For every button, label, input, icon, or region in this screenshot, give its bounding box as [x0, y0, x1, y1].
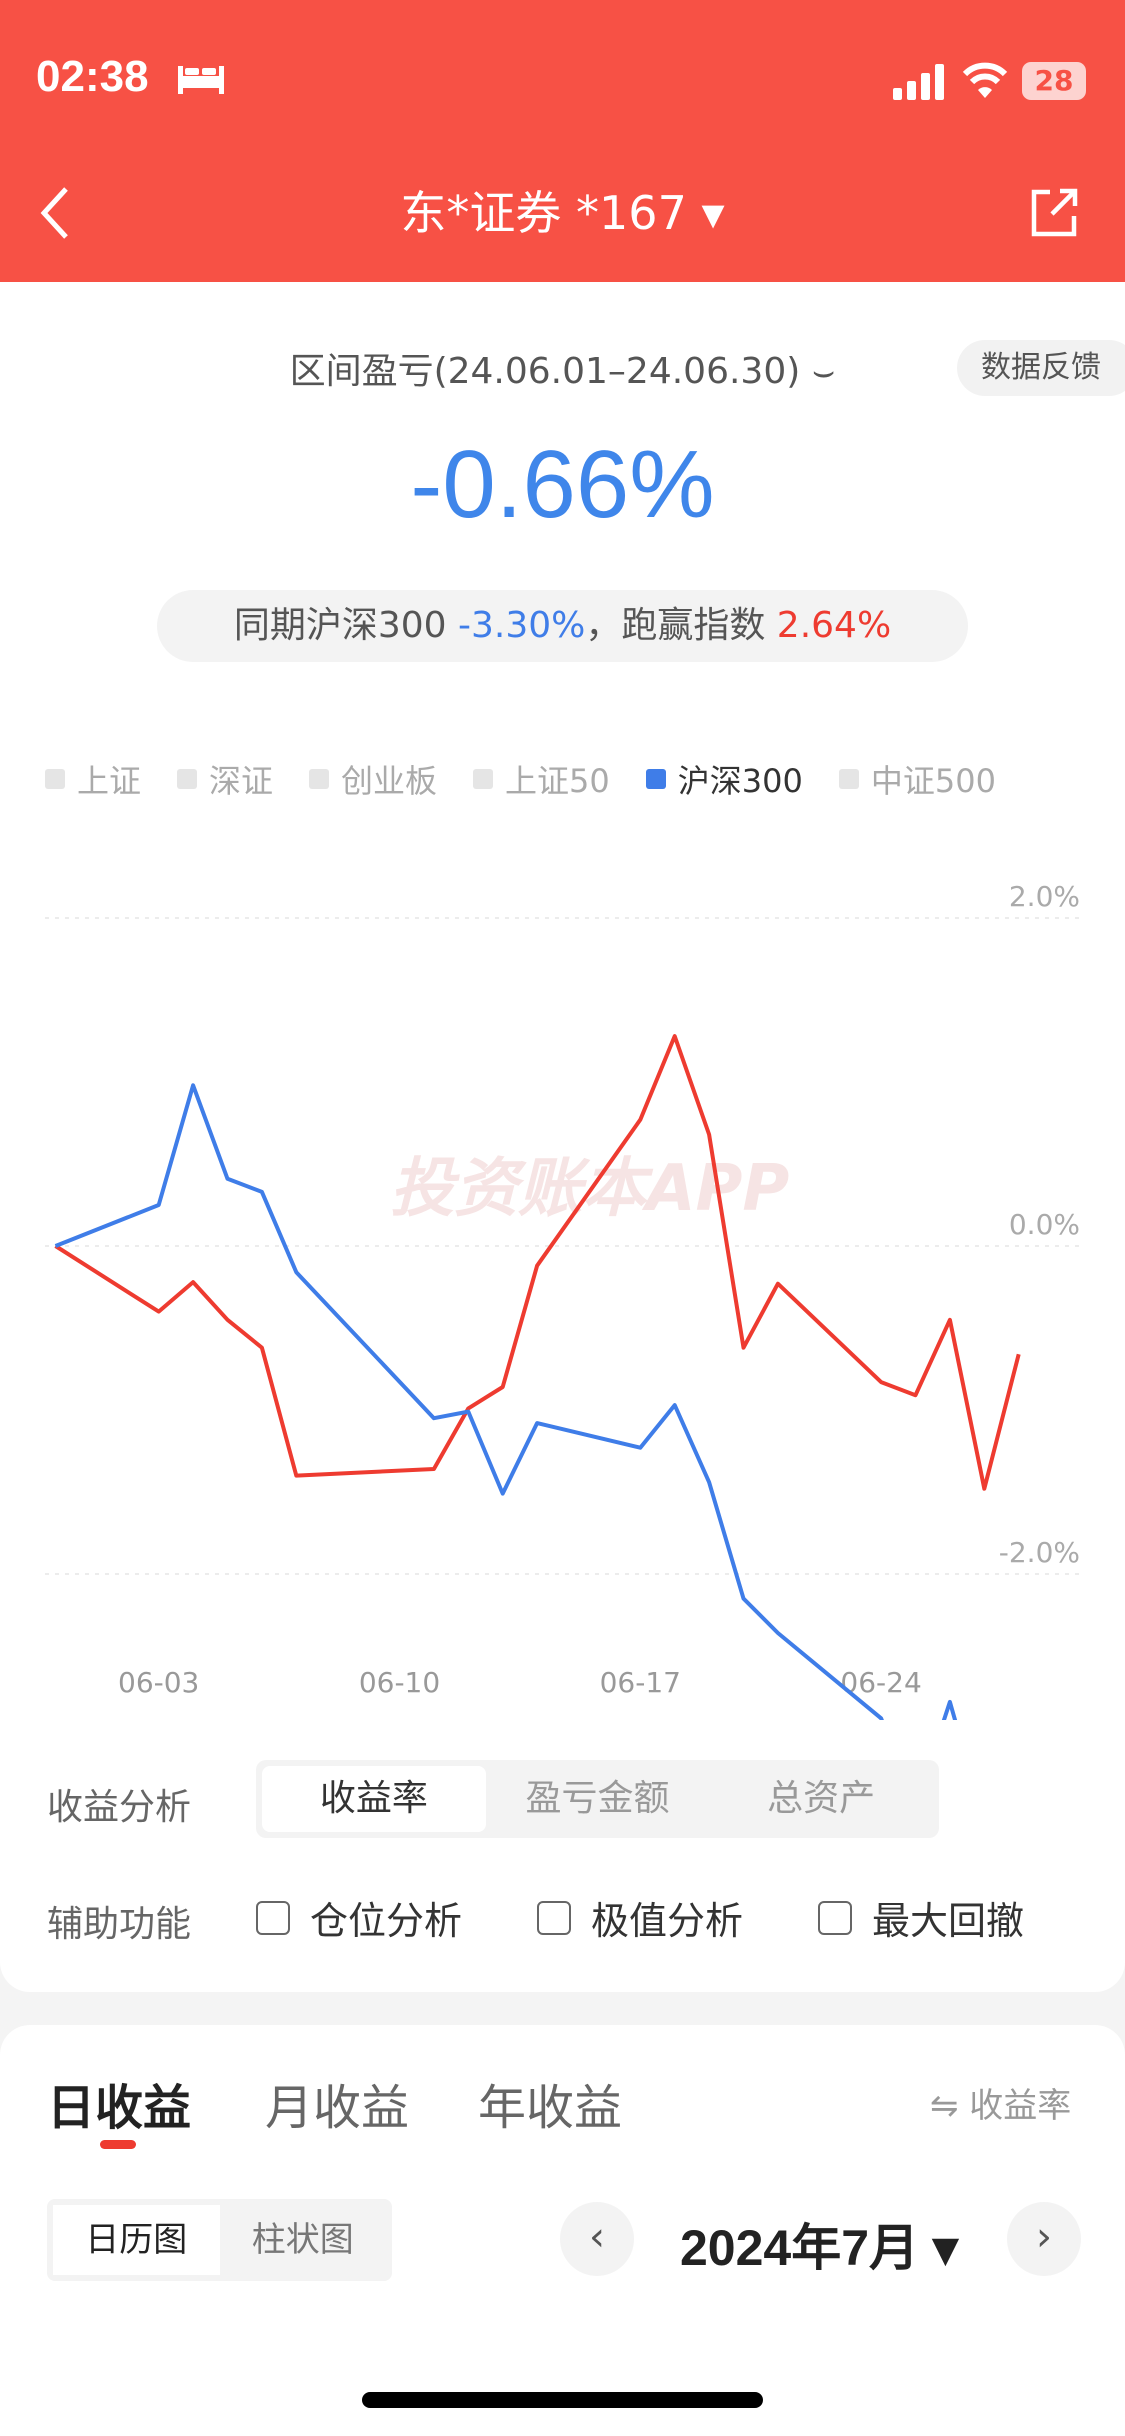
header-bar: 02:38 28 东*证券 *167 ▾	[0, 0, 1125, 282]
legend-swatch	[309, 769, 330, 789]
account-selector[interactable]: 东*证券 *167 ▾	[400, 186, 725, 240]
index-legend: 上证 深证 创业板 上证50 沪深300 中证500	[45, 756, 1032, 802]
analysis-option[interactable]: 收益率	[262, 1766, 486, 1832]
analysis-option[interactable]: 总资产	[767, 1778, 876, 1819]
hide-eye-icon[interactable]: ⌣	[811, 351, 836, 392]
signal-icon	[893, 64, 944, 100]
legend-swatch	[45, 769, 65, 789]
analysis-segmented: 收益率 盈亏金额 总资产	[256, 1760, 939, 1838]
next-month-button[interactable]: ›	[1007, 2202, 1081, 2276]
aux-label: 辅助功能	[47, 1904, 192, 1945]
view-calendar[interactable]: 日历图	[53, 2205, 220, 2275]
legend-item[interactable]: 中证500	[838, 756, 996, 802]
benchmark-compare: 同期沪深300 -3.30%，跑赢指数 2.64%	[157, 590, 968, 662]
checkbox-drawdown[interactable]: 最大回撤	[818, 1890, 1024, 1945]
back-icon[interactable]	[36, 185, 80, 241]
analysis-option[interactable]: 盈亏金额	[525, 1778, 670, 1819]
series-line-hs300	[54, 1083, 958, 1720]
checkbox-icon[interactable]	[256, 1900, 290, 1935]
x-tick-label: 06-03	[118, 1666, 199, 1699]
y-tick-label: -2.0%	[999, 1536, 1080, 1569]
battery-icon: 28	[1022, 62, 1086, 100]
tab-indicator	[100, 2140, 136, 2149]
return-chart: 投资账本APP*应用商店搜索“股票基金”，下载 投资账本 APP2.0%0.0%…	[45, 880, 1085, 1720]
legend-item[interactable]: 上证	[45, 756, 141, 802]
tab-monthly[interactable]: 月收益	[265, 2080, 410, 2136]
period-return: -0.66%	[410, 431, 715, 538]
status-time: 02:38	[36, 52, 149, 101]
checkbox-position[interactable]: 仓位分析	[256, 1890, 462, 1945]
legend-item[interactable]: 沪深300	[645, 756, 803, 802]
checkbox-icon[interactable]	[818, 1900, 852, 1935]
wifi-icon	[962, 62, 1008, 98]
share-icon[interactable]	[1030, 186, 1078, 238]
legend-swatch	[645, 769, 666, 789]
x-tick-label: 06-17	[600, 1666, 681, 1699]
y-tick-label: 2.0%	[1009, 880, 1080, 913]
legend-item[interactable]: 深证	[177, 756, 273, 802]
legend-swatch	[838, 769, 859, 789]
legend-item[interactable]: 创业板	[309, 756, 437, 802]
rate-toggle[interactable]: ⇋ 收益率	[930, 2086, 1072, 2126]
legend-item[interactable]: 上证50	[473, 756, 610, 802]
sleep-focus-icon	[178, 66, 224, 94]
view-bar[interactable]: 柱状图	[251, 2220, 354, 2260]
analysis-label: 收益分析	[47, 1787, 192, 1828]
y-tick-label: 0.0%	[1009, 1208, 1080, 1241]
period-label: 区间盈亏(24.06.01–24.06.30) ⌣	[289, 351, 836, 392]
home-indicator	[362, 2392, 763, 2408]
tab-yearly[interactable]: 年收益	[478, 2080, 623, 2136]
feedback-button[interactable]: 数据反馈	[957, 340, 1125, 396]
view-toggle: 日历图 柱状图	[47, 2199, 392, 2281]
summary-card	[0, 282, 1125, 1992]
x-tick-label: 06-10	[359, 1666, 440, 1699]
series-line-account	[54, 1034, 1021, 1491]
tab-daily[interactable]: 日收益	[47, 2080, 192, 2136]
legend-swatch	[177, 769, 198, 789]
checkbox-extreme[interactable]: 极值分析	[537, 1890, 743, 1945]
month-selector[interactable]: 2024年7月 ▾	[680, 2220, 959, 2276]
legend-swatch	[473, 769, 494, 789]
prev-month-button[interactable]: ‹	[560, 2202, 634, 2276]
checkbox-icon[interactable]	[537, 1900, 571, 1935]
